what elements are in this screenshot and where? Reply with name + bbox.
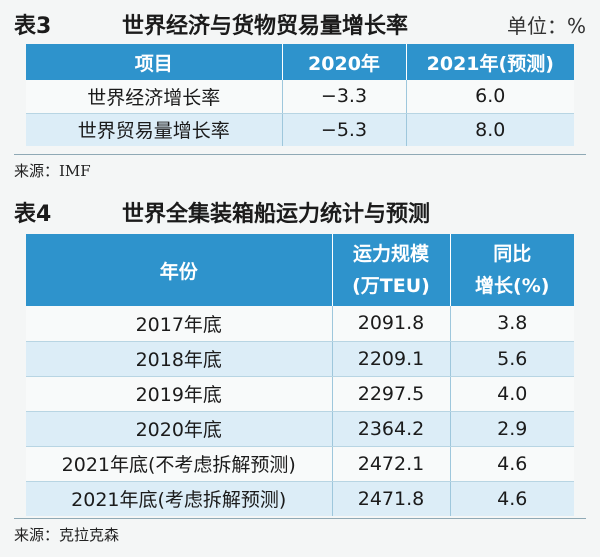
table4: 年份 运力规模 (万TEU) 同比 增长(%) 2017年底 2091.8 3.… [26,234,574,516]
table4-title-row: 表4 世界全集装箱船运力统计与预测 [14,196,586,228]
table3-cell: −3.3 [282,80,407,114]
table3-cell: 6.0 [406,80,574,114]
table-row: 世界贸易量增长率 −5.3 8.0 [26,113,574,146]
table4-header-capacity: 运力规模 (万TEU) [332,234,451,306]
table4-title: 世界全集装箱船运力统计与预测 [122,202,431,227]
table3-title: 世界经济与货物贸易量增长率 [122,14,409,39]
table4-cell: 2.9 [450,411,574,447]
table-row: 2021年底(考虑拆解预测) 2471.8 4.6 [26,481,574,516]
table3-divider [14,154,586,155]
table3-cell: 世界经济增长率 [26,80,283,114]
table3-cell: −5.3 [282,113,407,146]
table3-header-row: 项目 2020年 2021年(预测) [26,44,574,80]
table4-source: 来源：克拉克森 [14,526,120,544]
table4-cell: 2021年底(考虑拆解预测) [26,481,333,516]
table4-cell: 2472.1 [332,446,451,482]
table4-divider [14,518,586,519]
table3-cell: 世界贸易量增长率 [26,113,283,146]
table-row: 2020年底 2364.2 2.9 [26,411,574,447]
table4-header-growth: 同比 增长(%) [450,234,574,306]
table4-header-year: 年份 [26,234,333,306]
table4-cell: 2020年底 [26,411,333,447]
table4-number: 表4 [14,202,52,227]
table4-cell: 5.6 [450,341,574,377]
table4-cell: 4.6 [450,481,574,516]
table3-header-2020: 2020年 [282,44,407,80]
table4-header-row: 年份 运力规模 (万TEU) 同比 增长(%) [26,234,574,306]
table-row: 2019年底 2297.5 4.0 [26,376,574,412]
table4-cell: 2018年底 [26,341,333,377]
table3-cell: 8.0 [406,113,574,146]
table4-cell: 2297.5 [332,376,451,412]
table4-cell: 2471.8 [332,481,451,516]
table4-cell: 2021年底(不考虑拆解预测) [26,446,333,482]
table4-cell: 2091.8 [332,306,451,342]
table4-cell: 4.6 [450,446,574,482]
table-row: 世界经济增长率 −3.3 6.0 [26,80,574,114]
table4-cell: 2019年底 [26,376,333,412]
table3-header-2021: 2021年(预测) [406,44,574,80]
table3-title-row: 表3 世界经济与货物贸易量增长率 单位：% [14,8,586,40]
table4-cell: 3.8 [450,306,574,342]
table4-cell: 2017年底 [26,306,333,342]
table-row: 2021年底(不考虑拆解预测) 2472.1 4.6 [26,446,574,482]
table4-cell: 2364.2 [332,411,451,447]
table-row: 2018年底 2209.1 5.6 [26,341,574,377]
table3-number: 表3 [14,14,52,39]
table-row: 2017年底 2091.8 3.8 [26,306,574,342]
table4-cell: 2209.1 [332,341,451,377]
table3-unit: 单位：% [506,13,586,38]
table4-cell: 4.0 [450,376,574,412]
table3-header-item: 项目 [26,44,283,80]
table3-source: 来源：IMF [14,162,91,180]
table3: 项目 2020年 2021年(预测) 世界经济增长率 −3.3 6.0 世界贸易… [26,44,574,146]
